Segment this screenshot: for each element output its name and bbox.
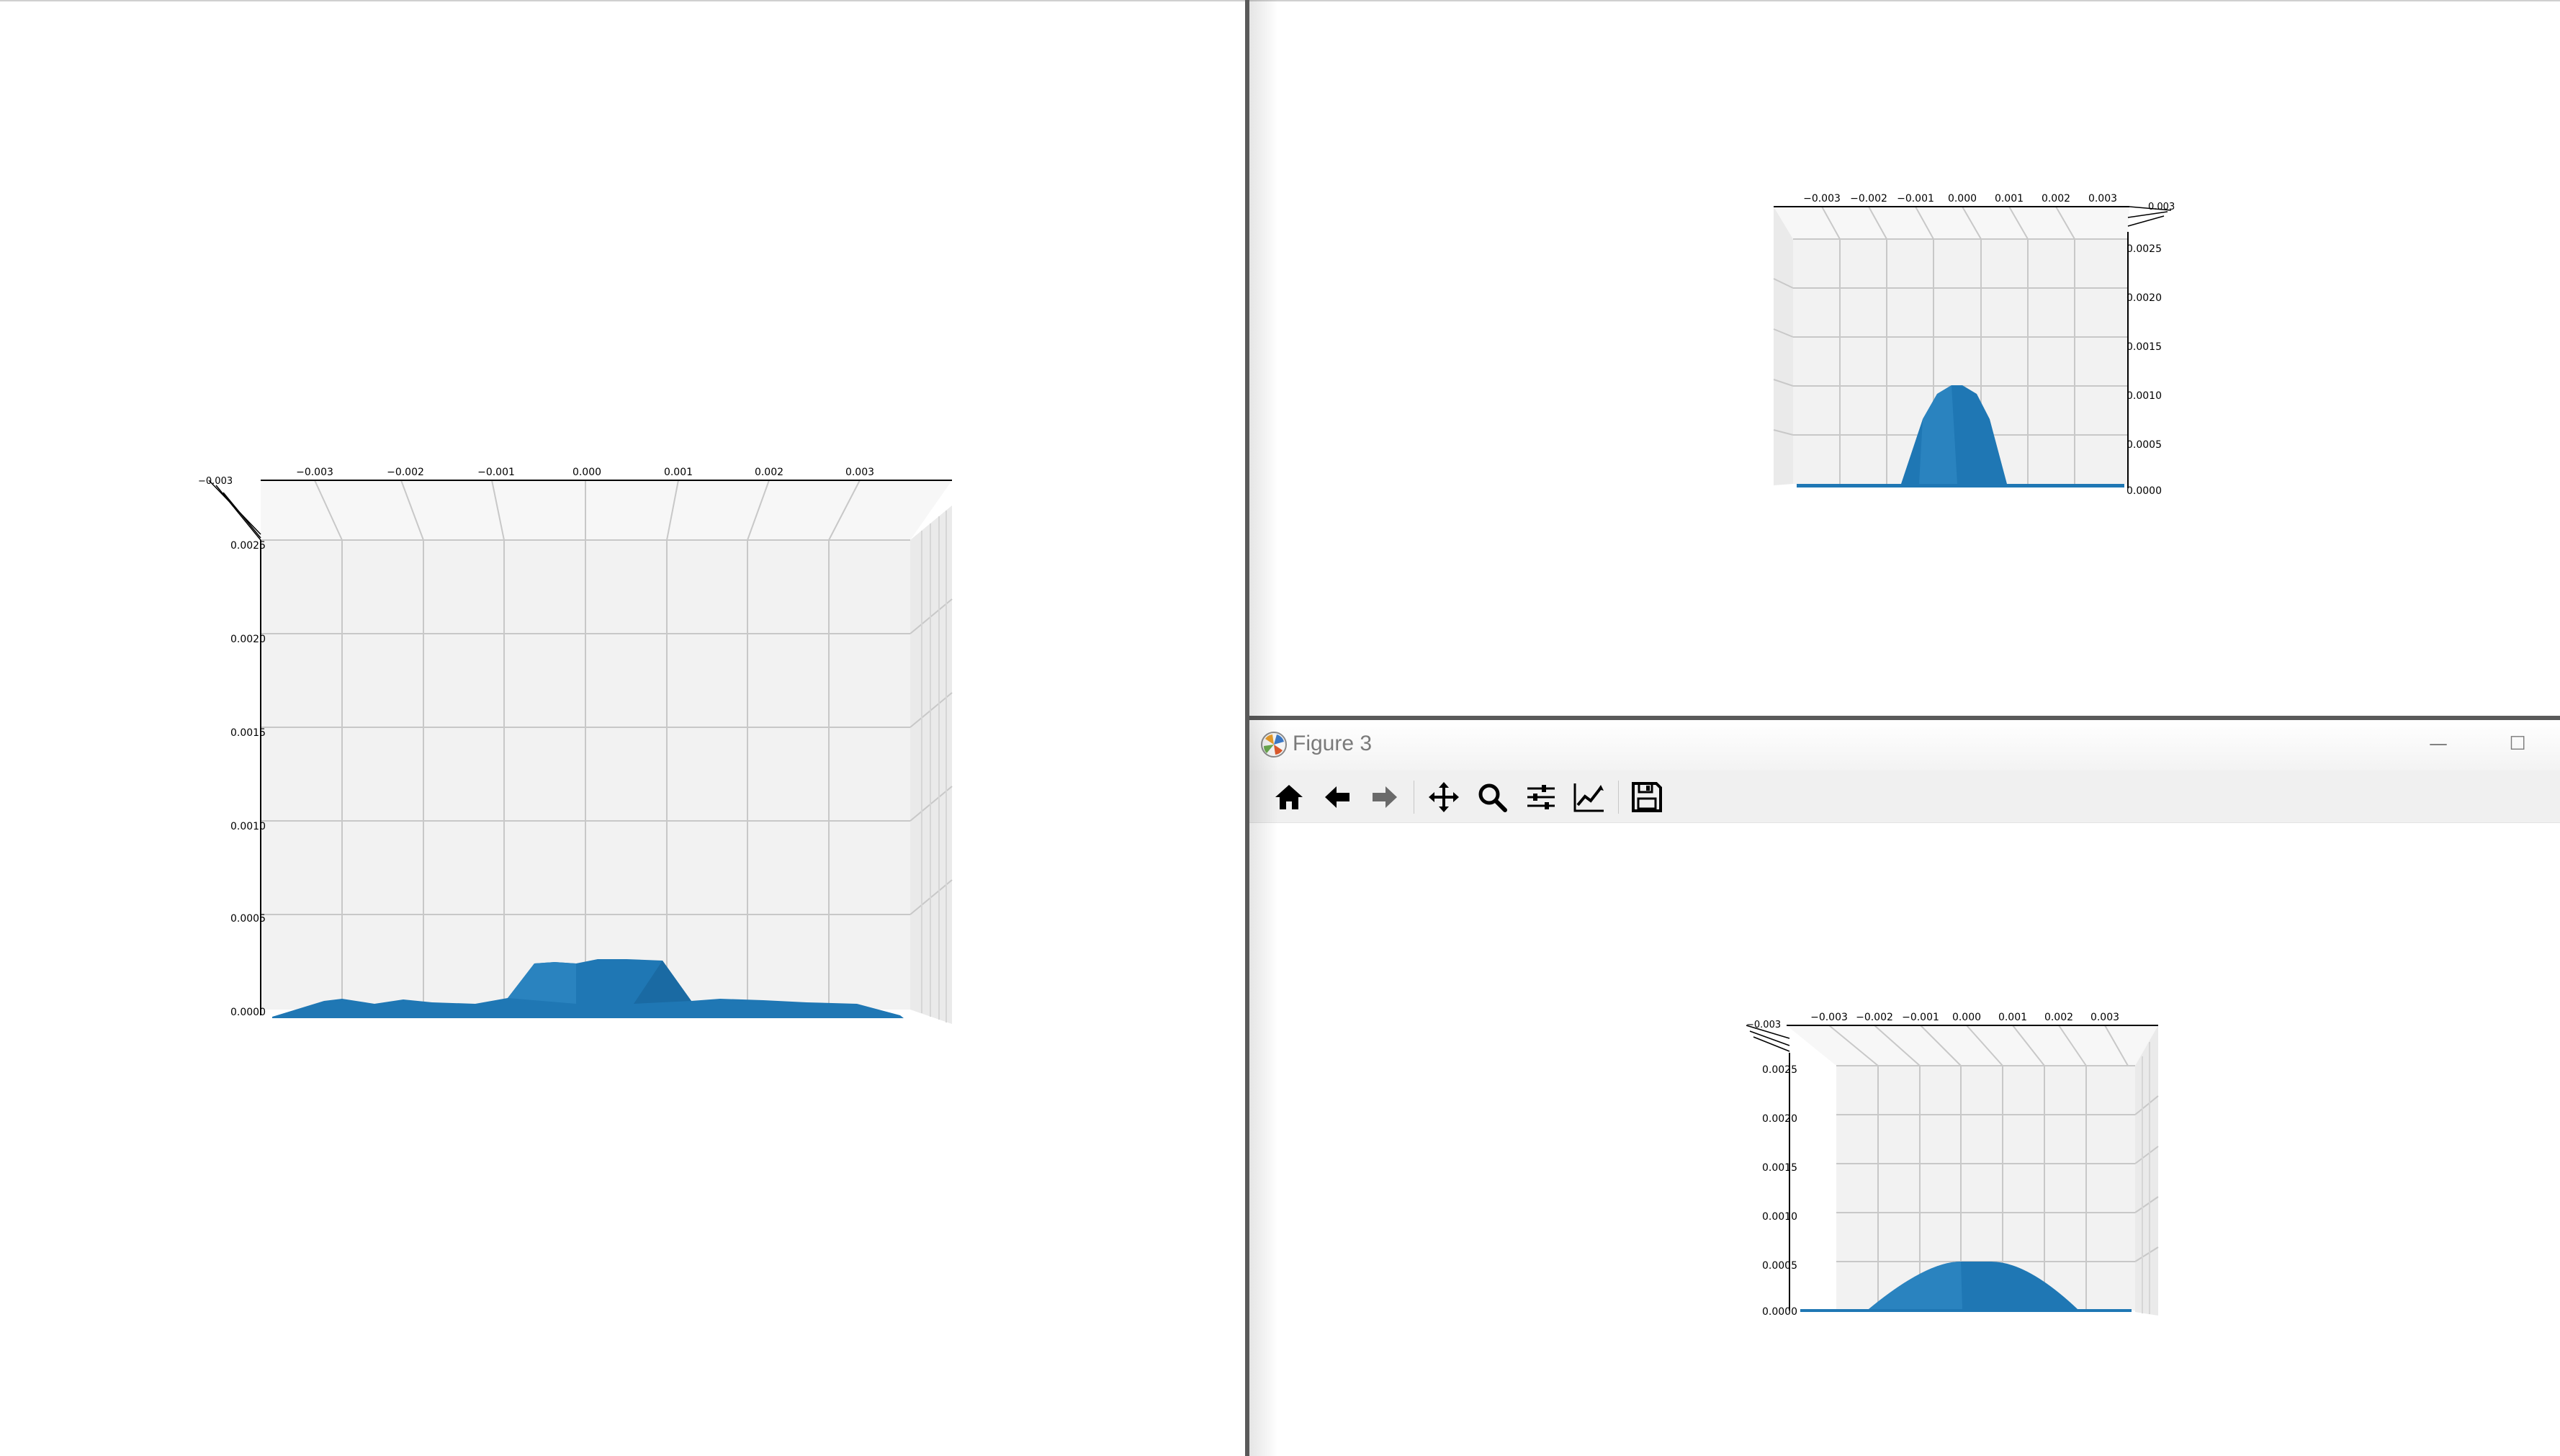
z-tick: 0.0025 — [230, 540, 266, 552]
navigation-toolbar — [1249, 770, 2560, 823]
side-pane — [2135, 1025, 2158, 1316]
z-tick-labels: 0.0025 0.0020 0.0015 0.0010 0.0005 0.000… — [230, 540, 266, 1018]
surface-plot-right-top[interactable]: −0.003 −0.002 −0.001 0.000 0.001 0.002 0… — [1249, 1, 2560, 716]
x-tick-labels: −0.003 −0.002 −0.001 0.000 0.001 0.002 0… — [1803, 193, 2117, 205]
forward-button[interactable] — [1367, 779, 1403, 815]
y-tick: 0.003 — [2148, 202, 2175, 212]
y-axis-ticks — [1746, 1025, 1790, 1052]
z-tick: 0.0020 — [1762, 1113, 1797, 1125]
x-tick: 0.001 — [1995, 193, 2024, 205]
x-tick: −0.002 — [1856, 1012, 1893, 1023]
z-tick-labels: 0.0025 0.0020 0.0015 0.0010 0.0005 0.000… — [1762, 1064, 1797, 1318]
surface-shade — [508, 962, 576, 1004]
surface-plot-figure-3[interactable]: −0.003 −0.002 −0.001 0.000 0.001 0.002 0… — [1249, 822, 2560, 1456]
save-button[interactable] — [1629, 779, 1665, 815]
x-tick-labels: −0.003 −0.002 −0.001 0.000 0.001 0.002 0… — [296, 467, 874, 478]
z-tick: 0.0010 — [2126, 390, 2162, 402]
x-tick: −0.003 — [1810, 1012, 1848, 1023]
x-tick: 0.000 — [1952, 1012, 1981, 1023]
x-tick: 0.001 — [664, 467, 693, 478]
z-tick: 0.0010 — [1762, 1211, 1797, 1223]
z-tick: 0.0025 — [2126, 243, 2162, 255]
z-tick: 0.0000 — [2126, 485, 2162, 497]
top-pane — [261, 480, 952, 540]
y-axis-ticks — [208, 480, 261, 541]
back-button[interactable] — [1319, 779, 1355, 815]
side-pane — [1774, 207, 1793, 485]
figure-window-left: −0.003 −0.002 −0.001 0.000 0.001 0.002 0… — [0, 0, 1245, 1456]
maximize-button[interactable]: ☐ — [2509, 733, 2526, 755]
y-tick: −0.003 — [1746, 1020, 1781, 1030]
figure-window-right-top: −0.003 −0.002 −0.001 0.000 0.001 0.002 0… — [1249, 0, 2560, 716]
x-tick-labels: −0.003 −0.002 −0.001 0.000 0.001 0.002 0… — [1810, 1012, 2119, 1023]
figure-3-window: Figure 3 — ☐ — [1249, 720, 2560, 1456]
title-bar[interactable]: Figure 3 — ☐ — [1249, 720, 2560, 770]
window-divider-horizontal[interactable] — [1249, 716, 2560, 720]
back-icon — [1325, 786, 1349, 808]
save-icon — [1632, 782, 1662, 812]
x-tick: 0.002 — [2042, 193, 2070, 205]
zoom-icon — [1478, 783, 1507, 812]
x-tick: 0.002 — [755, 467, 783, 478]
home-button[interactable] — [1271, 779, 1307, 815]
x-tick: −0.001 — [1897, 193, 1934, 205]
configure-subplots-icon — [1527, 785, 1555, 809]
grid-horizontal — [1773, 238, 2128, 436]
z-tick: 0.0000 — [230, 1007, 266, 1018]
z-tick: 0.0015 — [1762, 1162, 1797, 1174]
x-tick: 0.001 — [1998, 1012, 2027, 1023]
z-tick: 0.0000 — [1762, 1306, 1797, 1318]
home-icon — [1275, 785, 1303, 809]
z-tick: 0.0005 — [1762, 1260, 1797, 1272]
surface-shade-right — [634, 961, 691, 1004]
x-tick: 0.003 — [845, 467, 874, 478]
grid-vertical — [314, 480, 861, 1010]
z-tick: 0.0005 — [2126, 439, 2162, 451]
x-tick: −0.001 — [477, 467, 515, 478]
x-tick: 0.000 — [572, 467, 601, 478]
side-depth-lines — [2142, 1042, 2150, 1314]
y-axis-ticks — [2127, 206, 2172, 227]
edit-axis-button[interactable] — [1571, 779, 1607, 815]
toolbar-separator — [1618, 781, 1619, 814]
z-tick: 0.0025 — [1762, 1064, 1797, 1076]
configure-subplots-button[interactable] — [1523, 779, 1559, 815]
pan-button[interactable] — [1426, 779, 1462, 815]
x-tick: 0.000 — [1948, 193, 1977, 205]
surface-shade — [1869, 1262, 1962, 1309]
matplotlib-icon — [1261, 732, 1287, 758]
x-tick: 0.003 — [2090, 1012, 2119, 1023]
x-tick: 0.002 — [2044, 1012, 2073, 1023]
surface-shade — [1919, 385, 1957, 484]
surface — [1797, 385, 2124, 487]
x-tick: −0.003 — [296, 467, 333, 478]
z-tick: 0.0020 — [230, 634, 266, 645]
x-tick: 0.003 — [2088, 193, 2117, 205]
zoom-button[interactable] — [1474, 779, 1510, 815]
x-tick: −0.002 — [387, 467, 424, 478]
side-depth-lines — [921, 511, 947, 1023]
surface-plot-left[interactable]: −0.003 −0.002 −0.001 0.000 0.001 0.002 0… — [0, 1, 1245, 1456]
x-tick: −0.001 — [1902, 1012, 1939, 1023]
z-tick: 0.0015 — [2126, 341, 2162, 353]
y-tick: −0.003 — [198, 476, 233, 487]
window-divider-vertical[interactable] — [1245, 0, 1249, 1456]
forward-icon — [1373, 786, 1397, 808]
top-pane — [1774, 207, 2129, 239]
x-tick: −0.003 — [1803, 193, 1841, 205]
z-tick-labels: 0.0025 0.0020 0.0015 0.0010 0.0005 0.000… — [2126, 243, 2162, 497]
z-tick: 0.0005 — [230, 913, 266, 925]
edit-axis-icon — [1573, 783, 1604, 812]
z-tick: 0.0010 — [230, 821, 266, 832]
z-tick: 0.0015 — [230, 727, 266, 739]
z-tick: 0.0020 — [2126, 292, 2162, 304]
window-title: Figure 3 — [1293, 732, 1373, 755]
x-tick: −0.002 — [1850, 193, 1887, 205]
surface — [272, 959, 904, 1018]
pan-icon — [1429, 782, 1459, 812]
minimize-button[interactable]: — — [2429, 733, 2448, 755]
